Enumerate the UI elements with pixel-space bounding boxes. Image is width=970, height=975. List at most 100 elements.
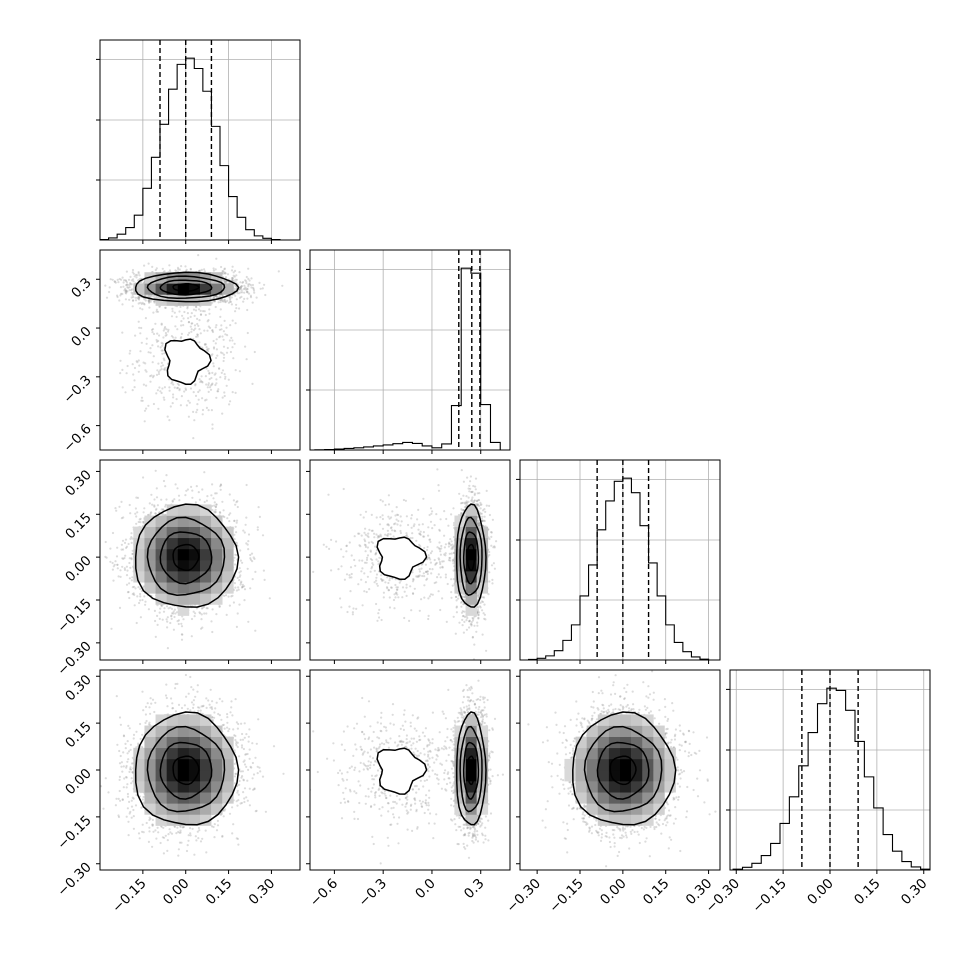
- sample-point: [153, 355, 155, 357]
- sample-point: [203, 330, 205, 332]
- sample-point: [143, 384, 145, 386]
- sample-point: [149, 347, 151, 349]
- sample-point: [122, 286, 124, 288]
- sample-point: [198, 328, 200, 330]
- sample-point: [247, 332, 249, 334]
- sample-point: [264, 294, 266, 296]
- sample-point: [182, 324, 184, 326]
- sample-point: [240, 570, 242, 572]
- sample-point: [244, 346, 246, 348]
- sample-point: [212, 362, 214, 364]
- sample-point: [176, 398, 178, 400]
- sample-point: [153, 498, 155, 500]
- sample-point: [139, 588, 141, 590]
- sample-point: [223, 339, 225, 341]
- sample-point: [191, 312, 193, 314]
- sample-point: [117, 281, 119, 283]
- sample-point: [143, 362, 145, 364]
- sample-point: [153, 333, 155, 335]
- sample-point: [171, 381, 173, 383]
- sample-point: [231, 303, 233, 305]
- sample-point: [239, 370, 241, 372]
- sample-point: [135, 515, 137, 517]
- sample-point: [219, 376, 221, 378]
- sample-point: [244, 588, 246, 590]
- sample-point: [164, 386, 166, 388]
- sample-point: [201, 381, 203, 383]
- sample-point: [125, 292, 127, 294]
- sample-point: [254, 351, 256, 353]
- sample-point: [127, 365, 129, 367]
- sample-point: [220, 328, 222, 330]
- sample-point: [141, 342, 143, 344]
- sample-point: [180, 265, 182, 267]
- sample-point: [148, 307, 150, 309]
- sample-point: [120, 501, 122, 503]
- sample-point: [245, 542, 247, 544]
- sample-point: [171, 612, 173, 614]
- sample-point: [222, 300, 224, 302]
- sample-point: [134, 386, 136, 388]
- sample-point: [216, 338, 218, 340]
- sample-point: [206, 346, 208, 348]
- sample-point: [195, 395, 197, 397]
- scatter-panel-0-2: [100, 460, 300, 660]
- sample-point: [117, 279, 119, 281]
- sample-point: [188, 321, 190, 323]
- sample-point: [196, 485, 198, 487]
- sample-point: [128, 279, 130, 281]
- sample-point: [156, 309, 158, 311]
- sample-point: [208, 308, 210, 310]
- sample-point: [174, 312, 176, 314]
- sample-point: [211, 409, 213, 411]
- sample-point: [114, 560, 116, 562]
- scatter-panel-0-2-area: [104, 470, 271, 650]
- sample-point: [224, 268, 226, 270]
- sample-point: [211, 631, 213, 633]
- sample-point: [149, 381, 151, 383]
- sample-point: [253, 292, 255, 294]
- sample-point: [138, 359, 140, 361]
- sample-point: [165, 332, 167, 334]
- sample-point: [159, 608, 161, 610]
- sample-point: [134, 513, 136, 515]
- sample-point: [190, 486, 192, 488]
- sample-point: [180, 404, 182, 406]
- sample-point: [200, 380, 202, 382]
- sample-point: [122, 277, 124, 279]
- sample-point: [224, 299, 226, 301]
- sample-point: [172, 383, 174, 385]
- sample-point: [147, 405, 149, 407]
- sample-point: [166, 626, 168, 628]
- sample-point: [198, 399, 200, 401]
- sample-point: [215, 511, 217, 513]
- sample-point: [130, 289, 132, 291]
- sample-point: [214, 384, 216, 386]
- sample-point: [121, 303, 123, 305]
- sample-point: [223, 330, 225, 332]
- hist-panel-2: [516, 460, 720, 660]
- sample-point: [135, 299, 137, 301]
- sample-point: [226, 385, 228, 387]
- sample-point: [235, 392, 237, 394]
- sample-point: [229, 605, 231, 607]
- sample-point: [128, 284, 130, 286]
- sample-point: [216, 348, 218, 350]
- sample-point: [161, 368, 163, 370]
- sample-point: [190, 316, 192, 318]
- sample-point: [132, 269, 134, 271]
- sample-point: [132, 389, 134, 391]
- sample-point: [186, 404, 188, 406]
- sample-point: [129, 282, 131, 284]
- sample-point: [130, 532, 132, 534]
- sample-point: [140, 616, 142, 618]
- sample-point: [145, 317, 147, 319]
- sample-point: [132, 593, 134, 595]
- sample-point: [216, 355, 218, 357]
- sample-point: [128, 299, 130, 301]
- sample-point: [190, 387, 192, 389]
- sample-point: [211, 372, 213, 374]
- sample-point: [164, 307, 166, 309]
